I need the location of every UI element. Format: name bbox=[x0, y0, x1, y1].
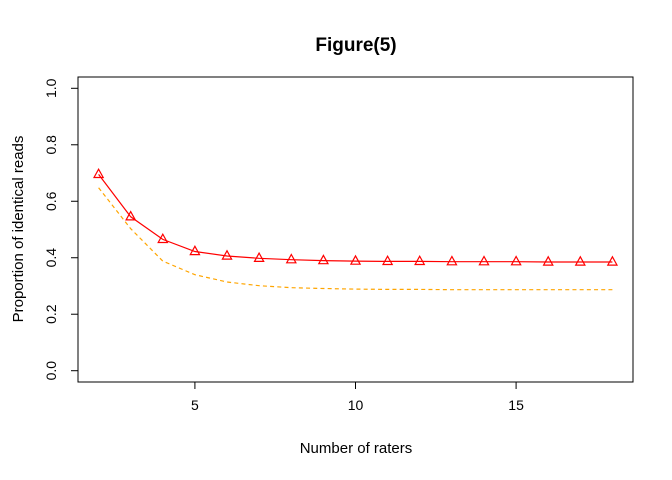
data-point-marker bbox=[478, 255, 490, 266]
data-point-marker bbox=[189, 245, 201, 256]
y-axis-tick-label: 1.0 bbox=[43, 78, 59, 98]
series-layer bbox=[92, 167, 619, 291]
y-axis-title: Proportion of identical reads bbox=[10, 136, 27, 323]
data-point-marker bbox=[221, 249, 233, 260]
data-point-marker bbox=[542, 255, 554, 266]
y-axis-tick-label: 0.0 bbox=[43, 361, 59, 381]
data-point-marker bbox=[125, 210, 137, 221]
x-axis-tick-label: 15 bbox=[508, 397, 524, 413]
y-axis-tick-label: 0.8 bbox=[43, 135, 59, 155]
data-point-marker bbox=[157, 232, 169, 244]
x-axis-title: Number of raters bbox=[300, 440, 413, 457]
chart-title: Figure(5) bbox=[315, 35, 396, 56]
x-axis-tick-label: 10 bbox=[348, 397, 364, 413]
data-point-marker bbox=[92, 167, 105, 179]
x-axis-tick-label: 5 bbox=[191, 397, 199, 413]
data-point-marker bbox=[446, 255, 458, 266]
data-point-marker bbox=[606, 255, 619, 266]
axes-layer: 5 10 15 0.0 0.2 0.4 0.6 0.8 1.0 bbox=[43, 78, 524, 413]
data-point-marker bbox=[349, 254, 362, 265]
y-axis-tick-label: 0.4 bbox=[43, 248, 59, 268]
data-point-marker bbox=[381, 254, 394, 266]
series-line-observed-proportion bbox=[98, 174, 613, 263]
y-axis-tick-label: 0.2 bbox=[43, 304, 59, 324]
plot-box bbox=[77, 76, 634, 383]
data-point-marker bbox=[510, 255, 522, 266]
y-axis-tick-label: 0.6 bbox=[43, 191, 59, 211]
data-point-marker bbox=[414, 254, 426, 266]
data-point-marker bbox=[574, 255, 586, 266]
data-point-marker bbox=[253, 251, 265, 262]
data-point-marker bbox=[285, 253, 297, 264]
data-point-marker bbox=[317, 254, 330, 265]
series-line-expected-proportion bbox=[98, 187, 613, 291]
